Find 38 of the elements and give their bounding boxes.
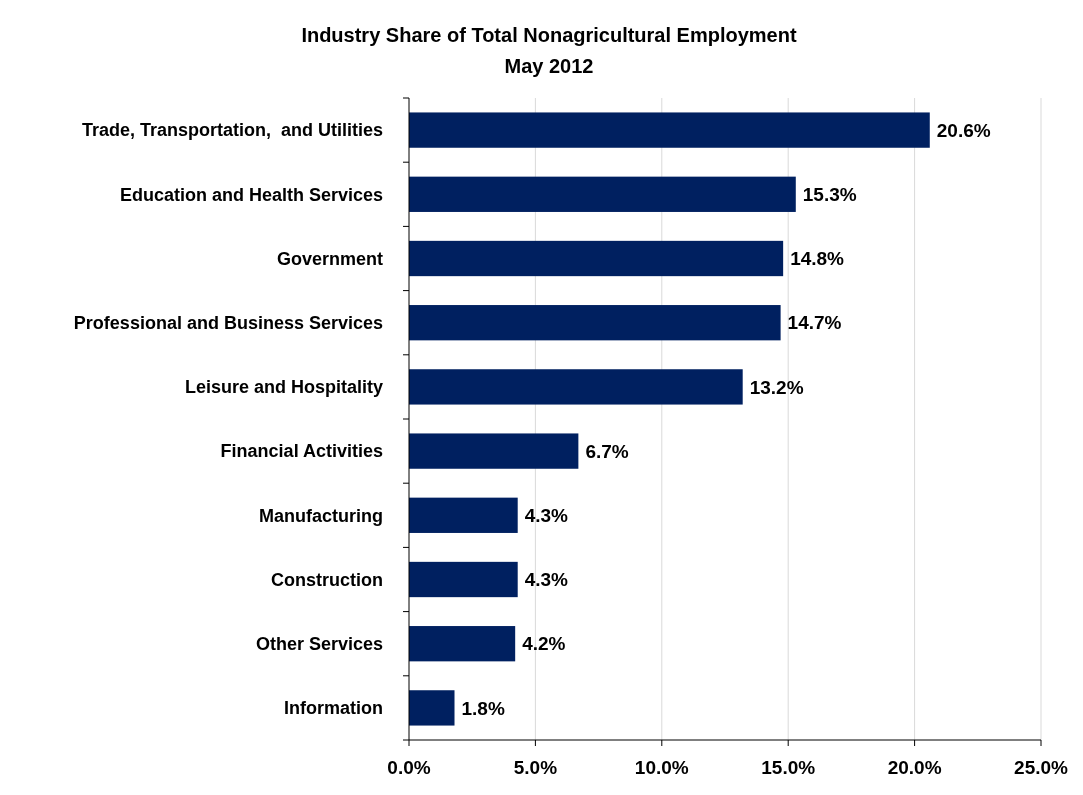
chart-title: Industry Share of Total Nonagricultural Employment	[301, 24, 797, 46]
data-label: 14.8%	[790, 248, 845, 270]
y-tick-label: Leisure and Hospitality	[184, 377, 383, 398]
y-tick-label: Information	[284, 698, 383, 719]
x-tick-label: 25.0%	[1014, 757, 1069, 778]
x-tick-label: 0.0%	[387, 757, 431, 778]
x-tick-label: 15.0%	[761, 757, 816, 778]
y-tick-label: Financial Activities	[220, 441, 383, 462]
x-tick-label: 10.0%	[634, 757, 689, 778]
data-label: 14.7%	[787, 312, 842, 334]
bar	[409, 561, 518, 598]
bar	[409, 305, 781, 341]
data-label: 20.6%	[936, 119, 991, 141]
bar	[409, 433, 579, 469]
data-label: 4.3%	[524, 504, 569, 526]
data-label: 4.2%	[522, 633, 566, 655]
bar	[409, 112, 930, 148]
bar	[409, 497, 518, 533]
bar	[409, 626, 516, 662]
bar	[409, 176, 796, 212]
y-tick-label: Manufacturing	[259, 505, 383, 526]
x-tick-label: 20.0%	[887, 757, 942, 778]
y-tick-label: Professional and Business Services	[73, 313, 383, 333]
y-tick-label: Other Services	[255, 634, 383, 654]
chart-subtitle: May 2012	[504, 55, 594, 77]
data-label: 13.2%	[749, 376, 804, 398]
y-tick-label: Education and Health Services	[119, 184, 383, 205]
y-tick-label: Trade, Transportation, and Utilities	[81, 120, 383, 141]
y-tick-label: Construction	[271, 569, 383, 590]
bar	[409, 369, 743, 405]
data-label: 15.3%	[802, 183, 857, 205]
bar	[409, 240, 784, 277]
data-label: 1.8%	[461, 697, 505, 719]
x-tick-label: 5.0%	[513, 757, 558, 778]
data-label: 6.7%	[585, 440, 629, 462]
data-label: 4.3%	[524, 569, 569, 591]
y-tick-label: Government	[276, 248, 383, 269]
bar	[409, 690, 455, 726]
